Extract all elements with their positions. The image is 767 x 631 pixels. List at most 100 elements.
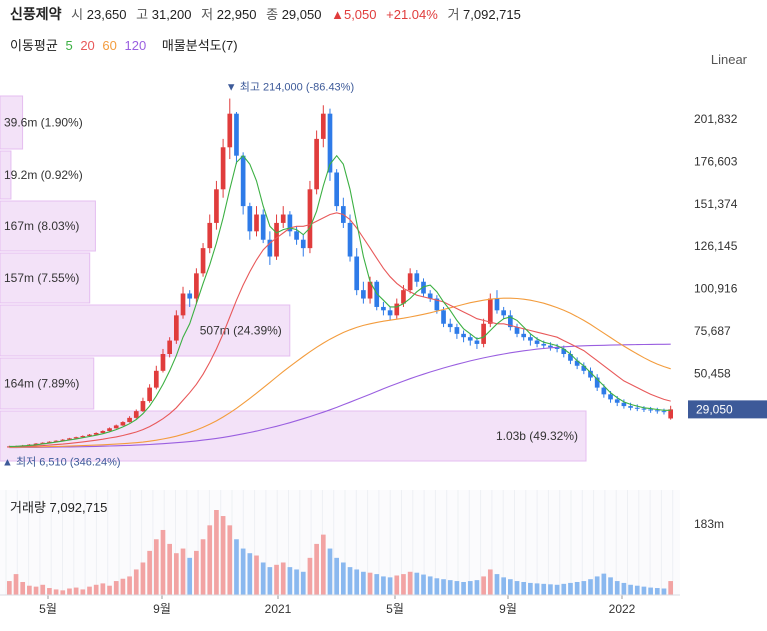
candle-body: [347, 222, 353, 257]
volume-profile-bar: 164m (7.89%): [0, 357, 95, 410]
candle-body: [207, 222, 213, 249]
ma60-legend[interactable]: 60: [102, 38, 117, 53]
candle: [581, 362, 587, 375]
volume-bar: [240, 548, 246, 595]
volume-bar: [481, 576, 486, 595]
volume-bar: [401, 574, 406, 595]
candle: [254, 206, 259, 237]
candle-body: [601, 387, 607, 395]
candle: [133, 409, 139, 419]
volume-profile-rect: [0, 95, 24, 150]
candle-body: [501, 310, 506, 316]
volume-bar: [160, 529, 166, 595]
volume-profile-label: 1.03b (49.32%): [496, 429, 578, 443]
volume-bar: [474, 580, 480, 595]
candle-body: [574, 360, 580, 366]
candle-body: [621, 402, 627, 407]
ma20-legend[interactable]: 20: [80, 38, 95, 53]
candle-body: [307, 189, 313, 249]
candle-body: [441, 310, 446, 324]
candle-body: [147, 387, 152, 402]
candle-body: [320, 113, 326, 139]
volume-bar: [374, 574, 380, 595]
volume-bar: [314, 543, 319, 595]
candle-body: [127, 417, 132, 423]
volume-profile-legend[interactable]: 매물분석도(7): [161, 38, 238, 53]
ma120-legend[interactable]: 120: [124, 38, 147, 53]
candle-body: [648, 409, 653, 411]
candle-body: [554, 347, 560, 349]
volume-profile-bar: 157m (7.55%): [0, 252, 91, 304]
volume-bar: [140, 562, 146, 595]
volume-bar: [120, 578, 126, 595]
candle-body: [487, 298, 493, 324]
volume-bar: [214, 510, 219, 595]
volume-bar: [80, 589, 86, 595]
current-price-tag: [688, 400, 767, 419]
candle: [427, 290, 433, 302]
volume-profile-label: 167m (8.03%): [4, 219, 79, 233]
price-axis-tick: 100,916: [694, 282, 738, 296]
volume-bar: [367, 572, 373, 595]
volume-bar: [87, 586, 92, 595]
volume-profile-label: 39.6m (1.90%): [4, 116, 83, 130]
candle: [481, 318, 486, 348]
low-marker: ▲ 최저 6,510 (346.24%): [2, 455, 121, 468]
candle-body: [548, 345, 553, 348]
candle-body: [514, 327, 520, 334]
volume-bar: [300, 571, 306, 595]
volume-profile-label: 164m (7.89%): [4, 377, 79, 391]
stock-header: 신풍제약 시 23,650 고 31,200 저 22,950 종 29,050…: [0, 0, 767, 60]
candle-body: [401, 290, 406, 304]
volume-bar: [561, 583, 567, 595]
candle: [180, 286, 186, 319]
volume-bar: [394, 575, 400, 595]
volume-bar: [294, 569, 299, 595]
volume-bar: [93, 584, 99, 595]
candle: [588, 367, 593, 381]
candle: [467, 333, 473, 346]
volume-bar: [220, 516, 226, 595]
volume-profile-rect: [0, 150, 12, 200]
ma5-legend[interactable]: 5: [65, 38, 73, 53]
candle-body: [40, 442, 46, 444]
price-axis-tick: 176,603: [694, 154, 738, 168]
candle-body: [180, 293, 186, 316]
volume-bar: [574, 581, 580, 595]
candle-body: [467, 337, 473, 341]
candle-body: [87, 434, 92, 437]
candle-body: [60, 439, 66, 441]
volume-bar: [614, 581, 620, 595]
candle: [314, 130, 319, 195]
volume-bar: [521, 581, 527, 595]
candle: [407, 268, 413, 294]
volume-profile-label: 157m (7.55%): [4, 271, 79, 285]
volume-bar: [447, 580, 453, 595]
candle: [120, 421, 126, 426]
candle: [240, 152, 246, 215]
candle: [528, 333, 533, 346]
volume-bar: [648, 587, 653, 595]
candle-body: [240, 155, 246, 207]
volume-bar: [407, 571, 413, 595]
candle-body: [588, 370, 593, 378]
candle-body: [167, 340, 172, 355]
high-value: 31,200: [151, 7, 192, 22]
candle-body: [120, 422, 126, 426]
candle-body: [73, 437, 79, 439]
candle: [501, 306, 506, 319]
volume-profile-bar: 19.2m (0.92%): [0, 150, 83, 200]
volume-bar: [581, 581, 587, 595]
open-value: 23,650: [86, 7, 127, 22]
scale-mode-button[interactable]: Linear: [710, 52, 747, 67]
candle-body: [427, 293, 433, 299]
time-axis-tick: 2022: [609, 602, 636, 616]
volume-value: 7,092,715: [463, 7, 521, 22]
volume-bar: [594, 576, 600, 595]
candle-body: [594, 377, 600, 388]
candle-body: [53, 440, 59, 442]
volume-bar: [467, 581, 473, 595]
candle: [207, 214, 213, 254]
candle-body: [447, 323, 453, 328]
